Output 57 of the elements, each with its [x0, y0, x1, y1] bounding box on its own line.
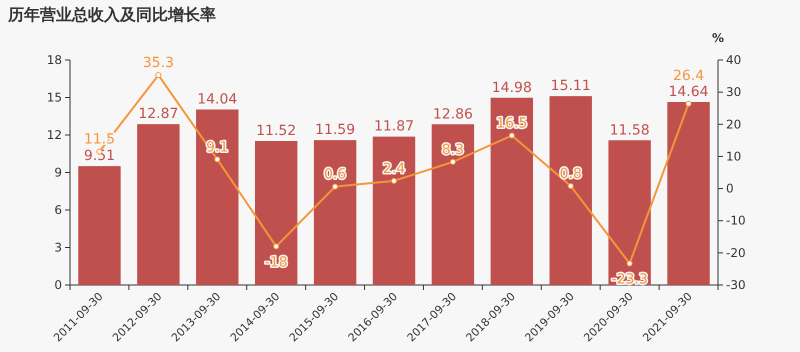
data-label: 2.4 — [382, 160, 406, 177]
data-label: 35.3 — [142, 55, 174, 72]
point — [568, 183, 574, 189]
bar — [550, 96, 592, 285]
point — [450, 158, 456, 165]
point — [332, 184, 338, 190]
data-label: 14.04 — [197, 92, 238, 108]
bar — [137, 124, 180, 285]
data-label: 14.98 — [492, 80, 532, 96]
point — [273, 243, 280, 250]
y-tick-label: 18 — [46, 53, 62, 67]
y-tick-label: 0 — [54, 278, 62, 292]
bar — [667, 102, 710, 285]
y-tick-label: 15 — [46, 90, 62, 104]
data-label: -18 — [264, 254, 288, 270]
y2-axis-title: % — [712, 31, 724, 45]
y2-tick-label: -30 — [726, 278, 746, 292]
point — [626, 260, 633, 266]
data-label: 14.64 — [668, 84, 709, 100]
y2-tick-label: 40 — [726, 53, 742, 67]
y-tick-label: 6 — [54, 203, 62, 217]
y2-tick-label: 10 — [726, 149, 742, 164]
y-tick-label: 9 — [54, 166, 62, 180]
bar — [196, 110, 238, 285]
bar — [314, 140, 356, 285]
data-label: 16.5 — [496, 116, 528, 132]
data-label: 11.58 — [610, 122, 650, 138]
chart-title: 历年营业总收入及同比增长率 — [7, 5, 216, 24]
data-label: 0.8 — [560, 166, 582, 182]
data-label: -23.3 — [612, 271, 648, 288]
y2-tick-label: 0 — [726, 182, 734, 196]
point — [155, 72, 162, 78]
y2-tick-label: -20 — [726, 246, 746, 260]
data-label: 11.59 — [315, 122, 356, 138]
y2-tick-label: -10 — [726, 214, 746, 228]
data-label: 15.11 — [550, 78, 591, 94]
data-label: 8.3 — [442, 142, 464, 158]
bar — [78, 166, 121, 285]
bar — [490, 98, 534, 285]
data-label: 0.6 — [324, 166, 346, 183]
y2-tick-label: 30 — [726, 85, 742, 100]
data-label: 26.4 — [672, 68, 704, 84]
point — [391, 178, 397, 184]
bar — [254, 141, 298, 285]
data-label: 12.86 — [432, 106, 474, 122]
point — [214, 156, 220, 162]
y-tick-label: 3 — [54, 240, 62, 254]
bar — [432, 124, 474, 285]
y-tick-label: 12 — [46, 128, 62, 142]
data-label: 11.87 — [374, 118, 414, 135]
data-label: 11.52 — [256, 123, 296, 139]
point — [686, 100, 692, 107]
point — [508, 132, 515, 139]
y2-tick-label: 20 — [726, 117, 742, 132]
data-label: 12.87 — [138, 106, 178, 122]
bar — [372, 136, 416, 285]
bar — [608, 140, 651, 285]
